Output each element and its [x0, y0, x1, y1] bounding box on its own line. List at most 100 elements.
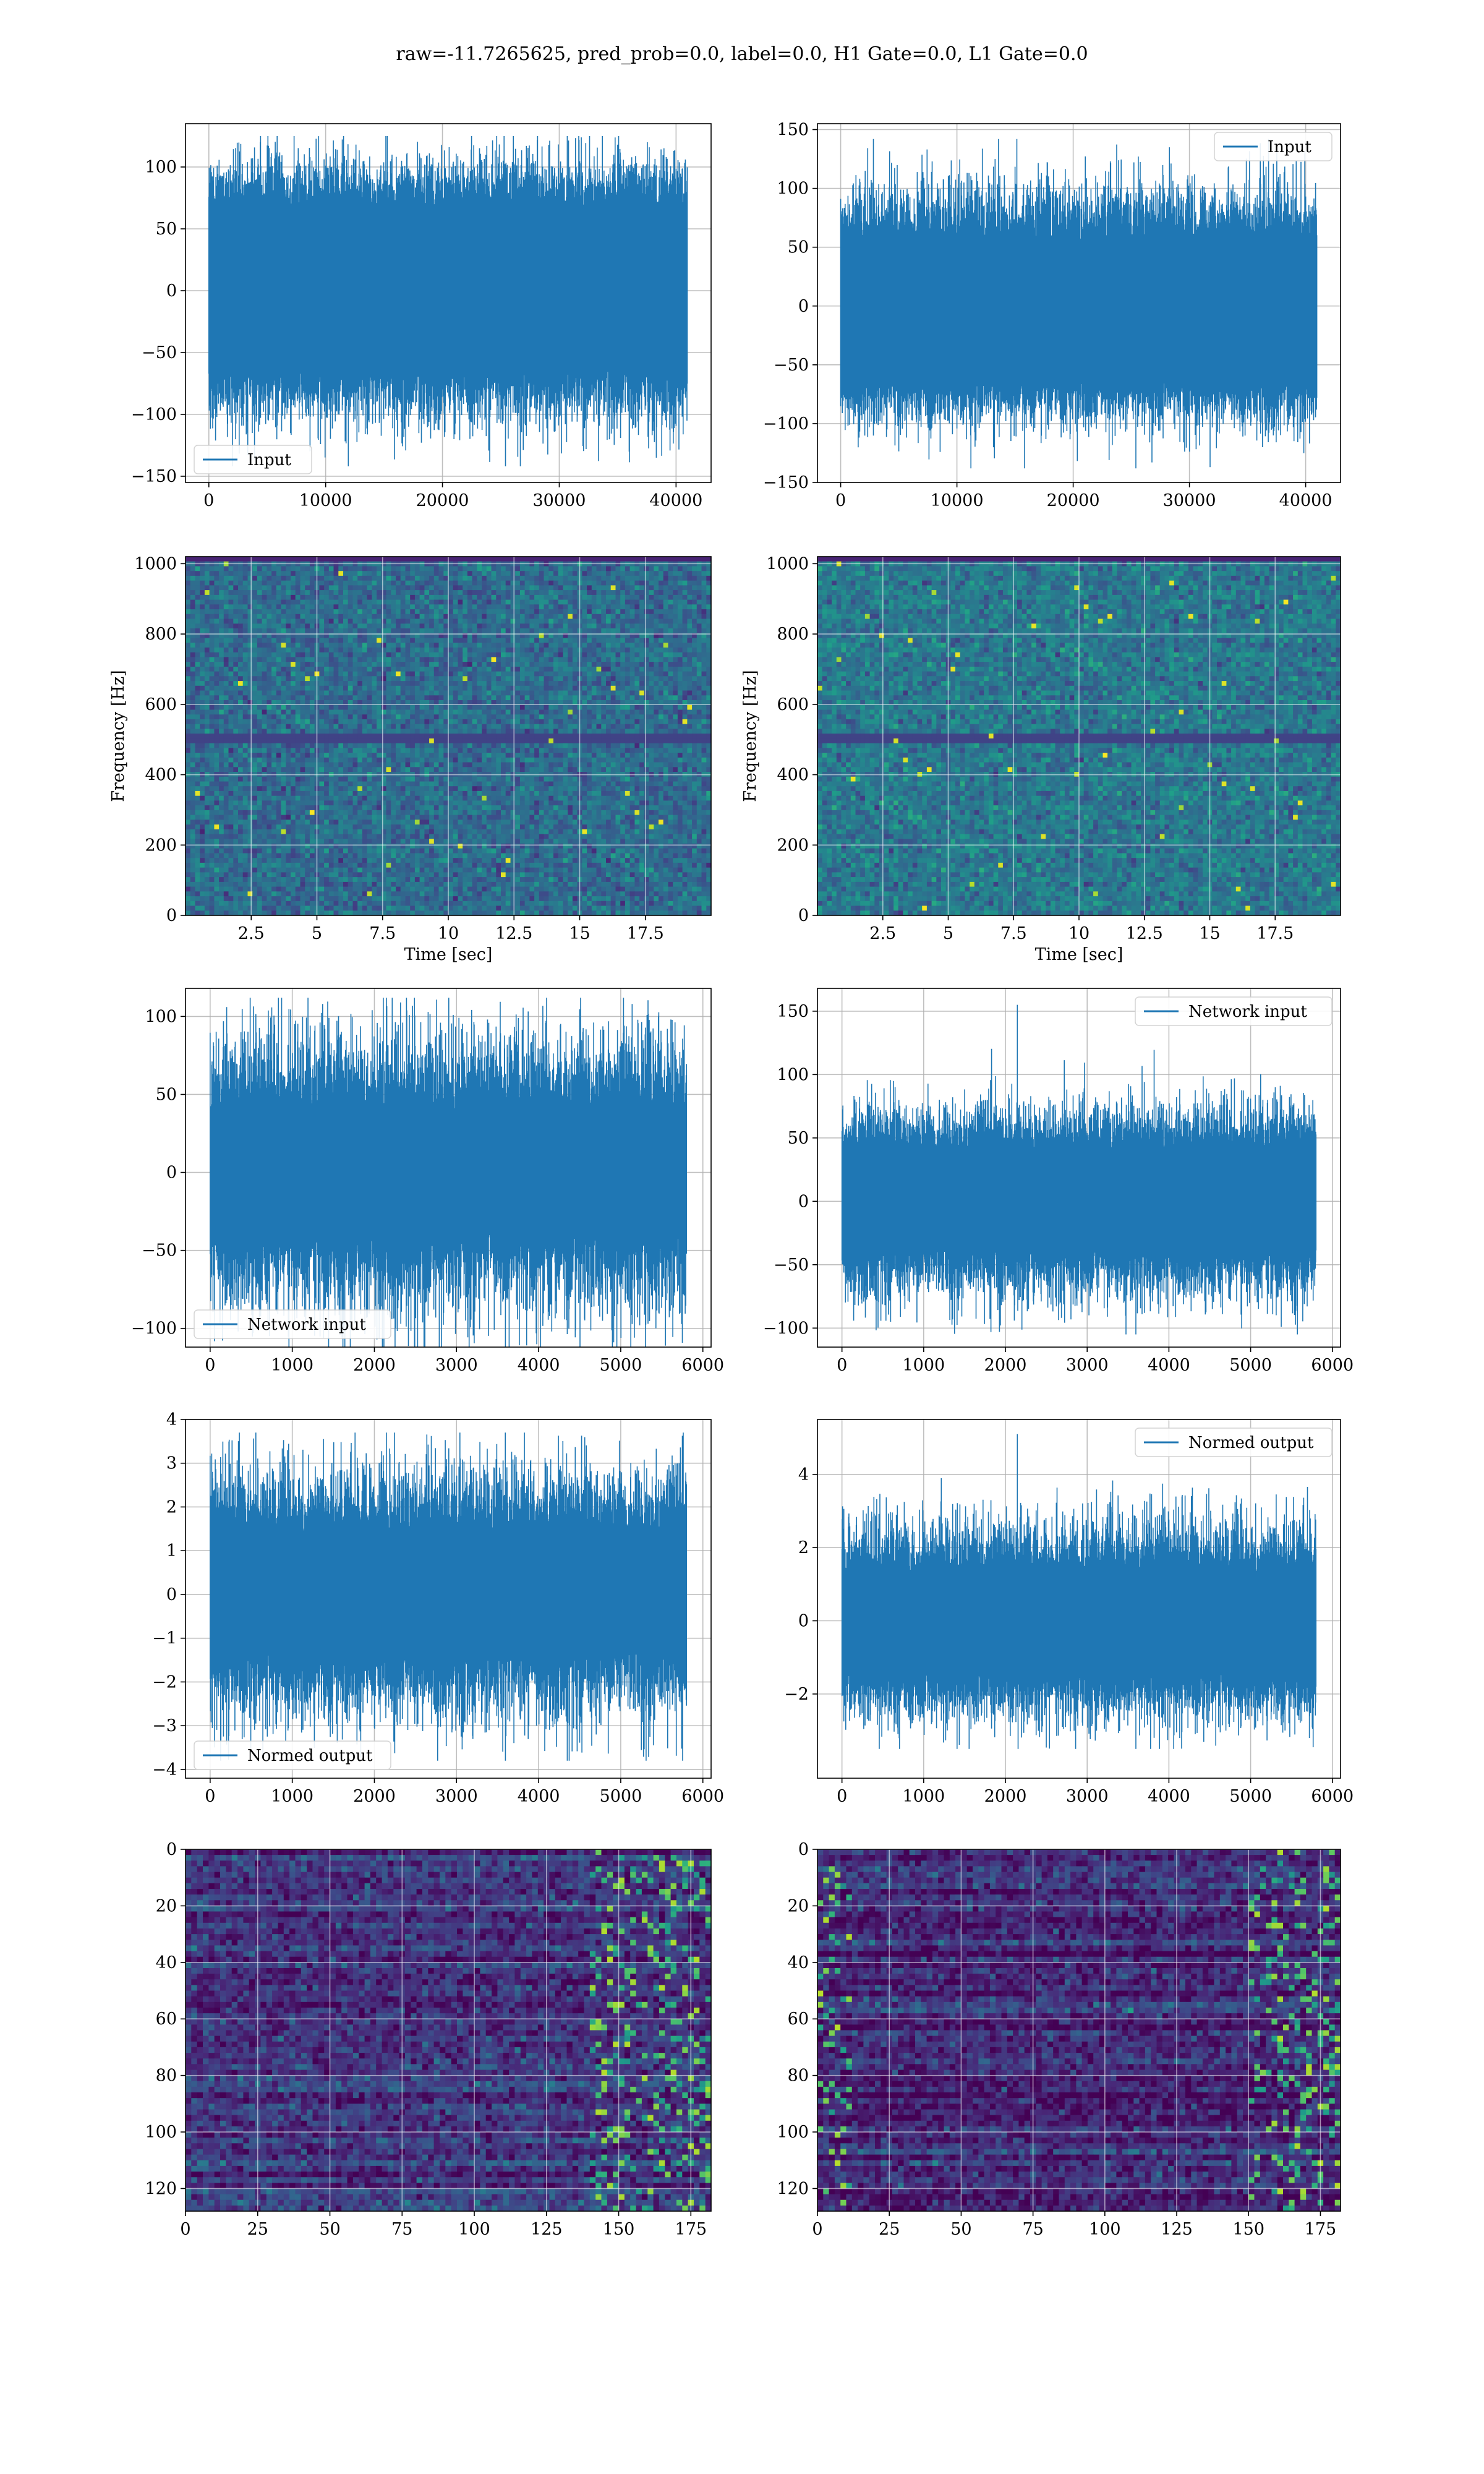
- heatmap-cell: [606, 623, 612, 629]
- heatmap-cell: [214, 743, 220, 748]
- heatmap-cell: [257, 676, 263, 682]
- heatmap-cell: [572, 738, 578, 744]
- heatmap-cell: [482, 757, 487, 763]
- heatmap-cell: [482, 571, 487, 576]
- heatmap-cell: [477, 590, 482, 596]
- heatmap-cell: [649, 734, 654, 739]
- heatmap-cell: [190, 709, 195, 715]
- heatmap-cell: [276, 753, 282, 758]
- heatmap-cell: [190, 571, 195, 576]
- heatmap-cell: [472, 676, 477, 682]
- heatmap-cell: [596, 609, 602, 615]
- heatmap-cell: [463, 599, 468, 605]
- heatmap-cell: [424, 666, 430, 672]
- heatmap-cell: [262, 676, 267, 682]
- heatmap-cell: [233, 757, 239, 763]
- heatmap-cell: [663, 700, 668, 706]
- heatmap-cell: [587, 575, 592, 581]
- heatmap-cell: [348, 638, 353, 643]
- heatmap-cell: [639, 585, 645, 591]
- heatmap-cell: [587, 700, 592, 706]
- heatmap-cell: [448, 652, 454, 657]
- heatmap-cell: [257, 638, 263, 643]
- heatmap-cell: [453, 685, 458, 691]
- heatmap-cell: [348, 753, 353, 758]
- heatmap-cell: [606, 662, 612, 667]
- heatmap-cell: [496, 724, 501, 729]
- heatmap-cell: [443, 623, 449, 629]
- heatmap-cell: [563, 662, 568, 667]
- heatmap-cell: [453, 695, 458, 701]
- heatmap-cell: [319, 738, 325, 744]
- heatmap-cell: [333, 580, 339, 586]
- heatmap-cell: [257, 671, 263, 677]
- heatmap-cell: [396, 585, 401, 591]
- heatmap-cell: [372, 628, 377, 634]
- heatmap-cell: [467, 580, 473, 586]
- heatmap-cell: [572, 657, 578, 662]
- heatmap-cell: [381, 724, 387, 729]
- heatmap-cell: [252, 700, 258, 706]
- heatmap-cell: [510, 738, 516, 744]
- heatmap-cell: [510, 643, 516, 648]
- heatmap-cell: [610, 623, 616, 629]
- heatmap-cell: [654, 709, 659, 715]
- heatmap-cell: [233, 566, 239, 571]
- heatmap-cell: [257, 748, 263, 753]
- heatmap-cell: [524, 748, 530, 753]
- heatmap-cell: [357, 738, 363, 744]
- heatmap-cell: [338, 709, 344, 715]
- heatmap-cell: [639, 638, 645, 643]
- heatmap-cell: [305, 623, 310, 629]
- heatmap-cell: [238, 633, 244, 638]
- heatmap-cell: [505, 743, 511, 748]
- heatmap-cell: [572, 638, 578, 643]
- heatmap-cell: [472, 757, 477, 763]
- heatmap-cell: [438, 700, 444, 706]
- heatmap-cell: [305, 585, 310, 591]
- heatmap-cell: [463, 743, 468, 748]
- heatmap-cell: [419, 734, 425, 739]
- heatmap-cell: [519, 594, 526, 601]
- heatmap-cell: [262, 671, 267, 677]
- heatmap-cell: [343, 762, 349, 768]
- heatmap-cell: [357, 748, 363, 753]
- heatmap-cell: [328, 633, 335, 638]
- heatmap-cell: [214, 614, 220, 620]
- heatmap-cell: [668, 657, 673, 662]
- heatmap-cell: [386, 580, 391, 586]
- heatmap-cell: [505, 762, 511, 768]
- heatmap-cell: [529, 690, 535, 696]
- heatmap-cell: [386, 575, 391, 581]
- heatmap-cell: [501, 609, 506, 615]
- heatmap-cell: [367, 685, 372, 691]
- heatmap-cell: [257, 666, 263, 672]
- heatmap-cell: [238, 609, 244, 615]
- heatmap-cell: [610, 709, 616, 715]
- heatmap-cell: [367, 594, 372, 601]
- heatmap-cell: [615, 643, 621, 648]
- heatmap-cell: [615, 719, 621, 725]
- heatmap-cell: [324, 685, 330, 691]
- heatmap-cell: [668, 566, 673, 571]
- heatmap-cell: [362, 700, 368, 706]
- heatmap-cell: [496, 757, 501, 763]
- heatmap-cell: [482, 652, 487, 657]
- heatmap-cell: [443, 700, 449, 706]
- heatmap-cell: [687, 743, 693, 748]
- heatmap-cell: [486, 575, 492, 581]
- heatmap-cell: [333, 647, 339, 653]
- heatmap-cell: [429, 695, 435, 701]
- heatmap-cell: [348, 671, 353, 677]
- heatmap-cell: [677, 638, 683, 643]
- heatmap-cell: [615, 738, 621, 744]
- heatmap-cell: [309, 638, 315, 643]
- heatmap-cell: [328, 594, 335, 601]
- heatmap-cell: [276, 695, 282, 701]
- heatmap-cell: [692, 738, 697, 744]
- heatmap-cell: [482, 609, 487, 615]
- heatmap-cell: [381, 700, 387, 706]
- heatmap-cell: [200, 690, 205, 696]
- heatmap-cell: [209, 714, 215, 720]
